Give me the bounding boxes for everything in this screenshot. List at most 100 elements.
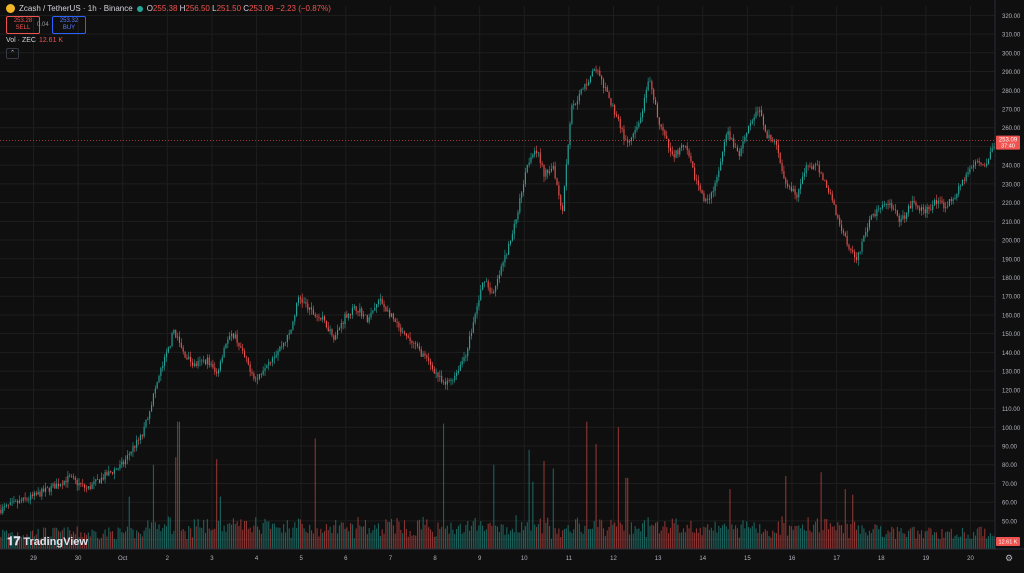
candle-body [45, 487, 47, 492]
volume-bar [965, 538, 967, 549]
volume-bar [562, 530, 564, 549]
settings-gear-icon[interactable]: ⚙ [1005, 553, 1014, 563]
candle-body [141, 435, 143, 437]
candle-body [234, 334, 236, 339]
volume-bar [273, 523, 275, 549]
candle-body [718, 170, 720, 178]
volume-bar [28, 536, 30, 549]
volume-bar [344, 528, 346, 549]
time-tick-label: 10 [521, 556, 528, 562]
candle-body [227, 339, 229, 344]
volume-bar [785, 475, 787, 549]
candle-body [420, 349, 422, 357]
candle-body [171, 333, 173, 347]
volume-bar [457, 525, 460, 549]
candle-body [134, 446, 136, 448]
candle-body [232, 333, 234, 339]
candle-body [734, 147, 737, 148]
candle-body [290, 329, 292, 334]
volume-bar [93, 530, 95, 549]
volume-legend[interactable]: Vol · ZEC 12.61 K [6, 37, 63, 44]
volume-bar [15, 535, 17, 549]
volume-bar [617, 427, 619, 549]
collapse-legend-button[interactable]: ⌃ [6, 48, 19, 59]
volume-bar [917, 530, 919, 549]
volume-bar [0, 536, 2, 549]
price-tick-label: 290.00 [1002, 70, 1021, 76]
volume-bar [459, 523, 461, 549]
candle-body [180, 342, 182, 348]
volume-bar [827, 528, 830, 549]
candle-body [608, 91, 610, 99]
volume-bar [296, 527, 298, 549]
volume-bar [532, 481, 534, 549]
candle-body [813, 165, 815, 170]
volume-bar [571, 533, 573, 549]
candle-body [749, 123, 751, 126]
candle-body [872, 213, 874, 216]
candle-body [662, 126, 664, 131]
candle-body [986, 163, 988, 166]
candle-body [671, 151, 673, 155]
candle-body [100, 477, 102, 484]
volume-bar [712, 530, 714, 549]
candle-body [774, 141, 776, 142]
volume-bar [842, 533, 844, 549]
candle-body [318, 316, 320, 318]
candle-body [346, 314, 348, 318]
candle-body [495, 285, 497, 292]
candle-body [353, 306, 355, 308]
symbol-legend: Zcash / TetherUS · 1h · Binance O255.38 … [6, 4, 331, 13]
candle-body [811, 166, 813, 170]
volume-bar [100, 537, 102, 549]
volume-bar [627, 477, 629, 549]
volume-bar [744, 528, 746, 549]
volume-bar [351, 524, 353, 549]
volume-bar [515, 515, 517, 549]
candle-body [615, 114, 618, 117]
tradingview-logo[interactable]: 𝟏𝟕 TradingView [7, 534, 88, 549]
volume-bar [887, 530, 889, 549]
volume-bar [309, 524, 311, 549]
volume-bar [281, 532, 283, 549]
candle-body [439, 375, 441, 377]
volume-bar [599, 519, 601, 549]
volume-bar [645, 537, 647, 549]
candle-body [251, 372, 253, 374]
price-change: −2.23 (−0.87%) [275, 4, 331, 13]
volume-bar [240, 519, 242, 549]
volume-bar [307, 532, 309, 549]
volume-bar [61, 530, 63, 549]
volume-bar [920, 530, 923, 549]
candle-body [50, 485, 52, 492]
volume-bar [329, 526, 331, 549]
volume-bar [822, 530, 824, 549]
buy-button[interactable]: 253.32 BUY [52, 16, 86, 34]
volume-bar [102, 533, 104, 549]
candle-body [78, 483, 80, 486]
candle-body [160, 368, 162, 376]
candle-body [642, 110, 644, 118]
volume-bar [547, 517, 549, 549]
candle-body [545, 169, 547, 177]
symbol-title[interactable]: Zcash / TetherUS · 1h · Binance [19, 4, 133, 13]
volume-bar [245, 520, 247, 549]
candle-body [424, 353, 426, 356]
volume-bar [147, 520, 149, 549]
volume-bar [454, 534, 456, 549]
sell-button[interactable]: 253.28 SELL [6, 16, 40, 34]
candle-body [889, 203, 891, 206]
volume-bar [389, 522, 391, 549]
volume-bar [206, 519, 208, 549]
volume-bar [312, 533, 314, 549]
time-tick-label: 30 [75, 556, 82, 562]
volume-bar [939, 539, 941, 549]
candle-body [941, 200, 943, 203]
volume-bar [677, 524, 679, 549]
candle-body [102, 477, 104, 480]
candle-body [582, 88, 584, 90]
candle-body [532, 154, 534, 158]
candle-body [930, 209, 932, 210]
